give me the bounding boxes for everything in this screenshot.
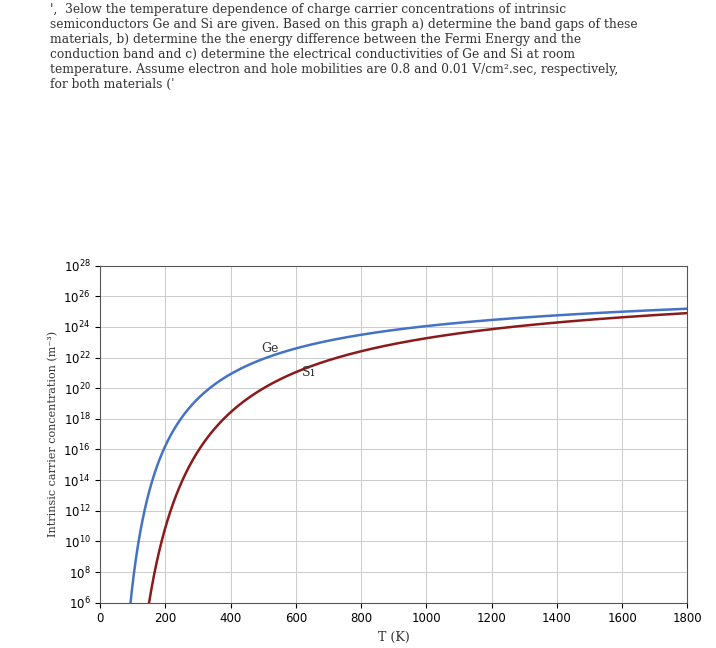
Text: ',  3elow the temperature dependence of charge carrier concentrations of intrins: ', 3elow the temperature dependence of c…	[50, 3, 638, 91]
X-axis label: T (K): T (K)	[378, 631, 410, 644]
Y-axis label: Intrinsic carrier concentration (m⁻³): Intrinsic carrier concentration (m⁻³)	[47, 331, 58, 537]
Text: Si: Si	[302, 365, 315, 378]
Text: Ge: Ge	[262, 342, 279, 355]
